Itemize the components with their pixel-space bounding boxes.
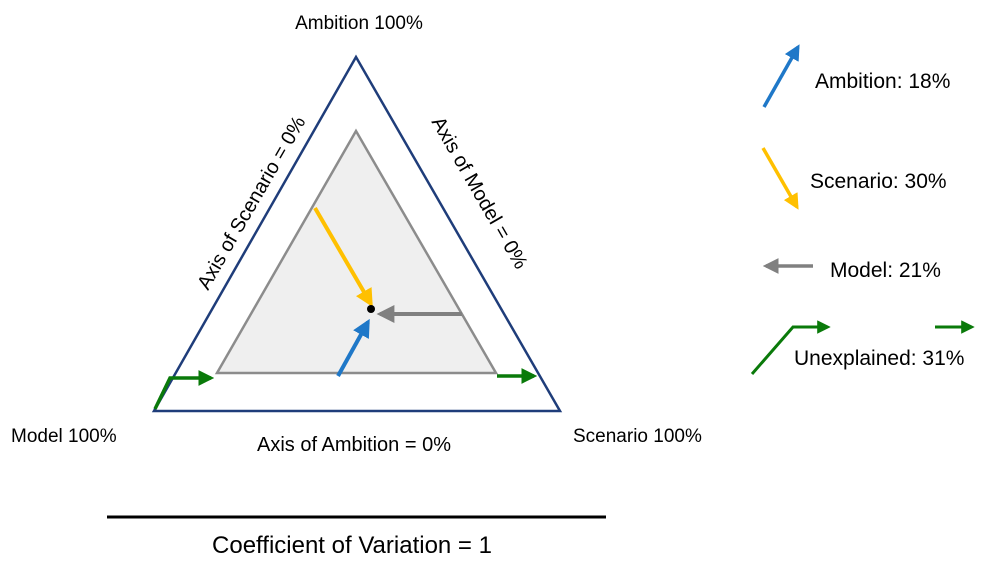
- vertex-label-model: Model 100%: [11, 426, 117, 447]
- unexplained-arrow-left: [153, 370, 215, 410]
- ambition-arrow: [336, 318, 370, 377]
- caption: Coefficient of Variation = 1: [212, 532, 492, 559]
- axis-label-model: Axis of Model = 0%: [427, 113, 532, 273]
- legend: Ambition: 18% Scenario: 30% Model: 21% U…: [750, 44, 975, 375]
- legend-ambition-arrow: [762, 44, 800, 108]
- legend-scenario-arrow: [761, 147, 799, 210]
- vertex-label-ambition: Ambition 100%: [295, 13, 423, 34]
- legend-scenario-label: Scenario: 30%: [810, 170, 947, 193]
- scenario-arrow: [313, 206, 373, 308]
- legend-model-label: Model: 21%: [830, 259, 941, 282]
- outer-triangle: [151, 54, 563, 413]
- legend-ambition-label: Ambition: 18%: [815, 70, 950, 93]
- vertex-label-scenario: Scenario 100%: [573, 426, 702, 447]
- legend-unexplained-arrow-1: [750, 320, 831, 375]
- legend-unexplained-label: Unexplained: 31%: [794, 347, 964, 370]
- axis-label-ambition: Axis of Ambition = 0%: [257, 434, 451, 456]
- center-point: [367, 305, 375, 313]
